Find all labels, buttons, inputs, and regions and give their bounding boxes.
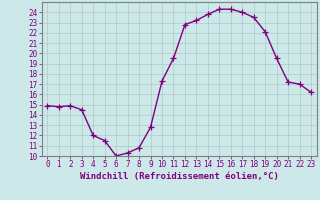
X-axis label: Windchill (Refroidissement éolien,°C): Windchill (Refroidissement éolien,°C): [80, 172, 279, 181]
